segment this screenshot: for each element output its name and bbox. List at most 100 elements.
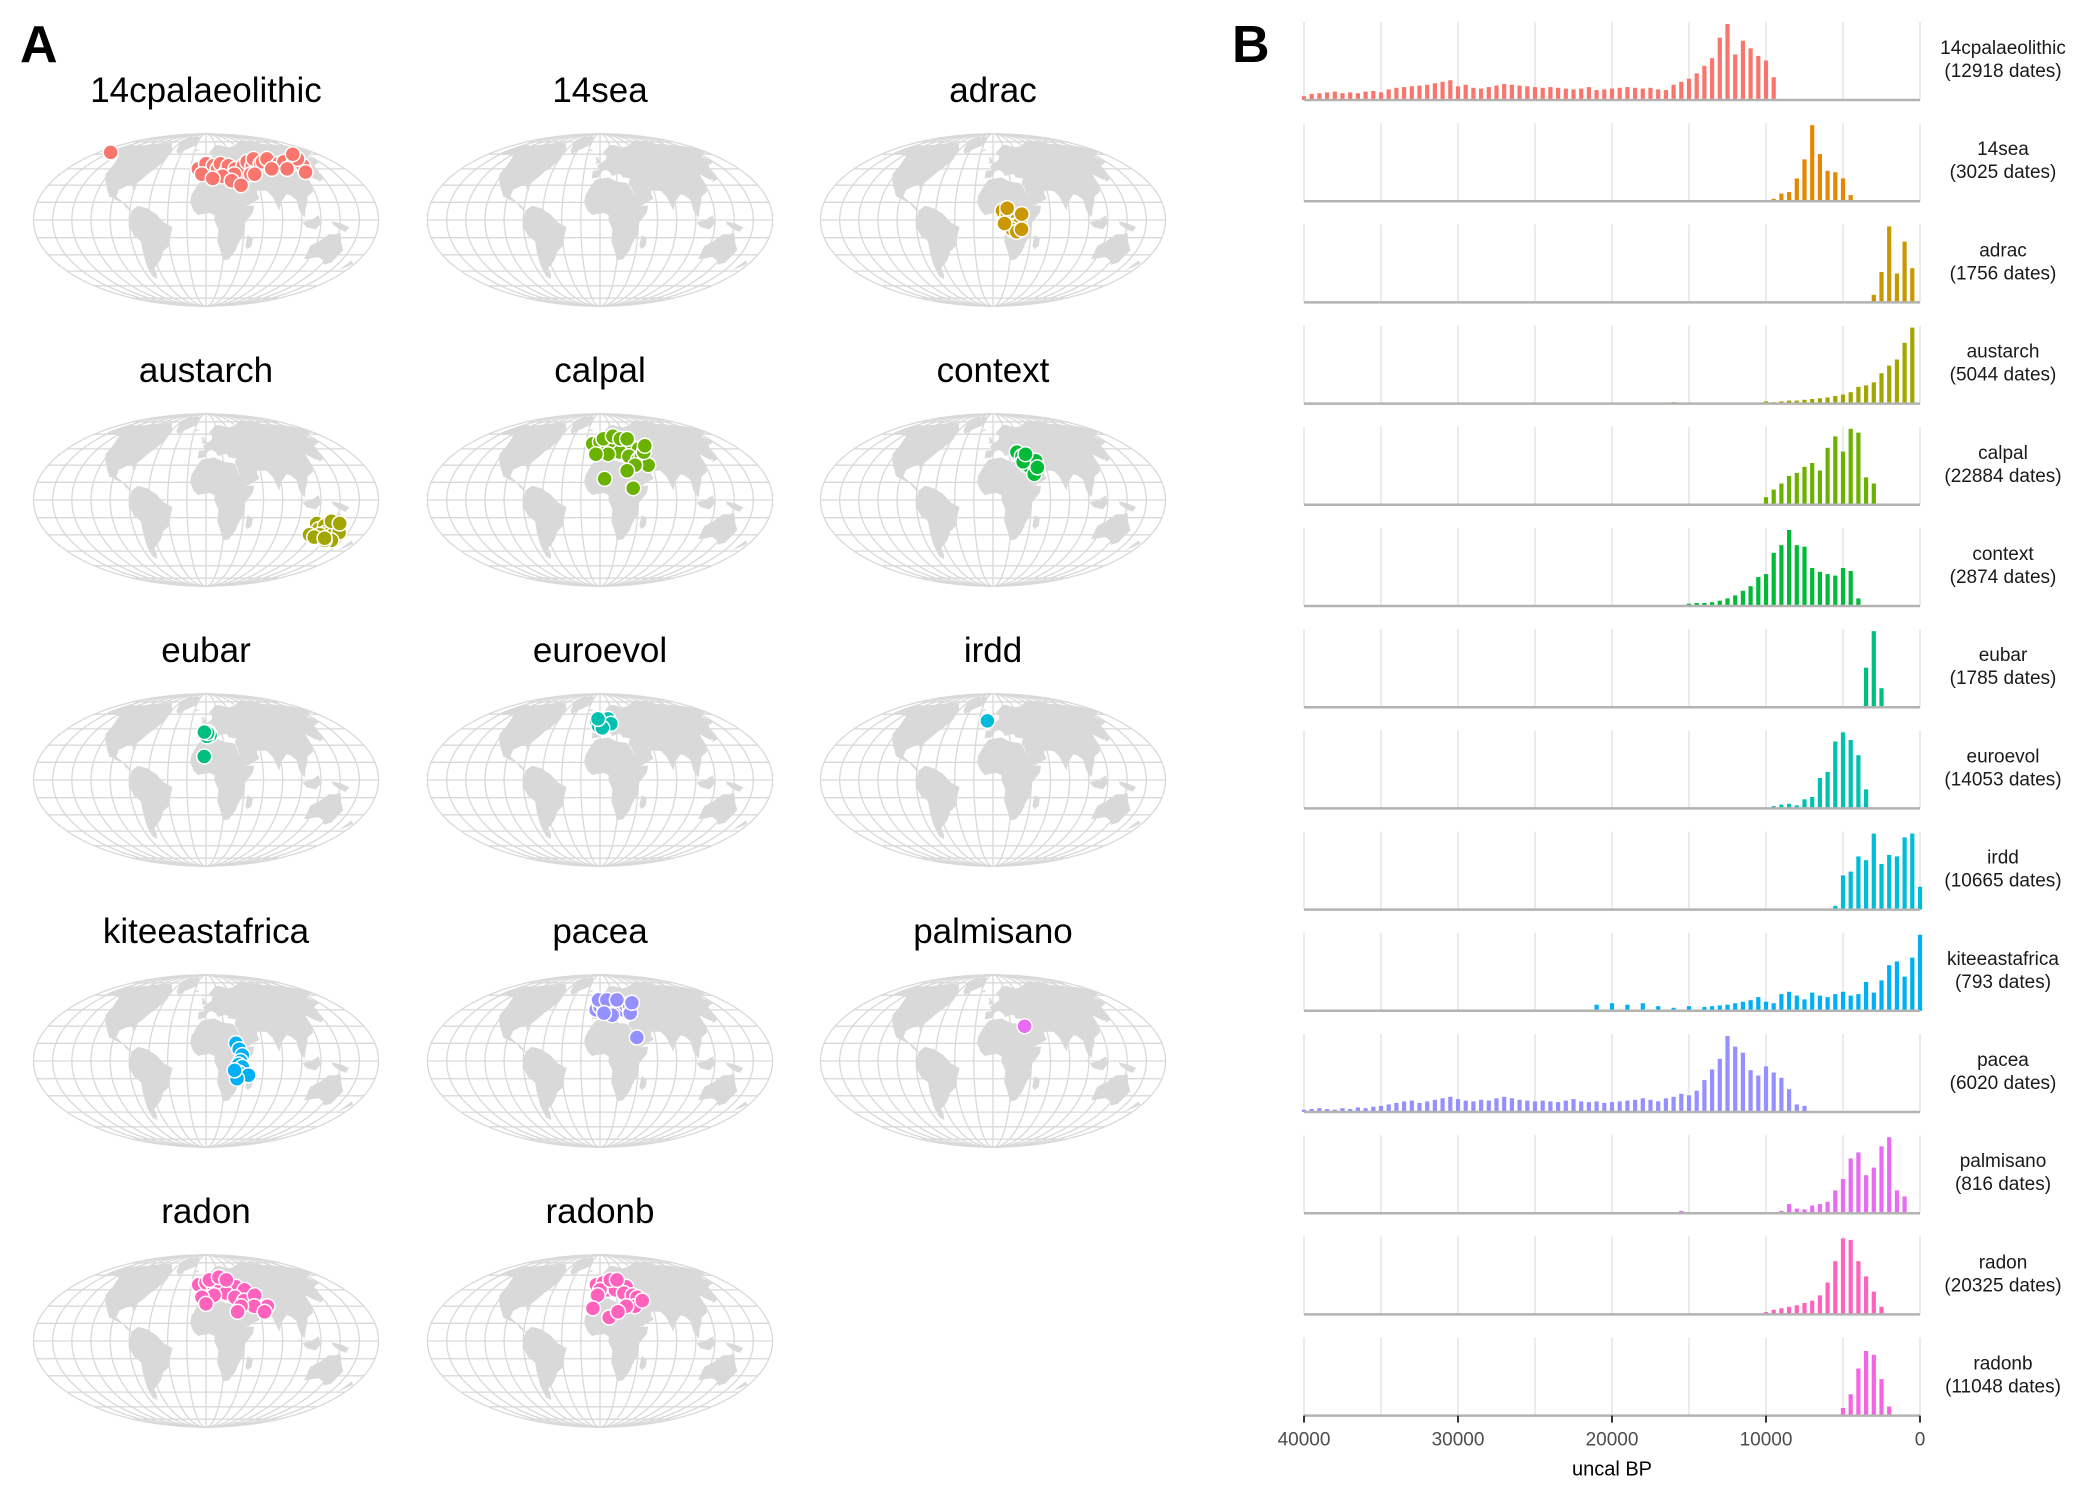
- histogram-bar: [1833, 575, 1838, 606]
- map-euroevol: euroevol: [426, 631, 774, 867]
- site-point: [1016, 1017, 1033, 1035]
- continent: [710, 730, 718, 742]
- continent: [104, 142, 173, 211]
- histogram-bar: [1355, 93, 1360, 100]
- histogram-bar: [1309, 1109, 1314, 1112]
- continent: [690, 1335, 715, 1351]
- continent: [1083, 494, 1108, 510]
- continent: [570, 1257, 594, 1276]
- continent: [316, 730, 324, 742]
- histogram-bar: [1625, 1100, 1630, 1112]
- graticule: [32, 693, 380, 867]
- histogram-bar: [1479, 88, 1484, 100]
- strip-label-name: calpal: [1978, 443, 2028, 464]
- histogram-bar: [1840, 568, 1846, 606]
- histogram-bar: [1771, 1309, 1776, 1315]
- continent: [316, 1011, 324, 1023]
- histogram-bar: [1363, 91, 1368, 100]
- site-points: [1016, 1017, 1033, 1035]
- continent: [710, 1291, 718, 1303]
- histogram-bar: [1371, 90, 1376, 100]
- histogram-bar: [1802, 1303, 1807, 1315]
- histogram-bar: [1517, 1099, 1522, 1112]
- histogram-bar: [1417, 1102, 1422, 1112]
- histogram-bar: [1840, 991, 1846, 1011]
- continent: [981, 148, 986, 152]
- histogram-bar: [1802, 799, 1807, 809]
- histogram-bar: [1686, 1095, 1692, 1112]
- histogram-eubar: eubar(1785 dates): [1303, 629, 2057, 709]
- strip-label-count: (14053 dates): [1944, 769, 2061, 790]
- histogram-bar: [1355, 1107, 1360, 1112]
- histogram-bar: [1894, 1190, 1899, 1214]
- histogram-bar: [1840, 1408, 1846, 1416]
- histogram-bar: [1871, 631, 1876, 708]
- histogram-bar: [1656, 1006, 1661, 1011]
- continent: [245, 1356, 253, 1371]
- continent: [591, 700, 715, 778]
- site-point: [195, 748, 213, 765]
- histogram-bar: [1848, 1239, 1853, 1315]
- histogram-bar: [1871, 1291, 1876, 1315]
- strip-label-count: (22884 dates): [1944, 466, 2061, 487]
- histogram-bar: [1779, 483, 1784, 505]
- continent: [963, 416, 987, 435]
- histogram-bar: [1756, 1075, 1761, 1112]
- graticule: [819, 974, 1167, 1148]
- histogram-bar: [1771, 1072, 1776, 1112]
- histogram-bar: [1856, 994, 1861, 1011]
- site-points: [584, 1271, 651, 1326]
- continent: [1118, 221, 1137, 232]
- histogram-bar: [1594, 1004, 1599, 1011]
- histogram-bar: [1702, 603, 1707, 606]
- histogram-kiteeastafrica: kiteeastafrica(793 dates): [1303, 932, 2059, 1013]
- histogram-bar: [1840, 1179, 1846, 1214]
- histogram-bar: [1810, 125, 1815, 202]
- strip-label-name: austarch: [1967, 342, 2040, 363]
- histogram-bar: [1856, 856, 1861, 910]
- continent: [915, 1046, 960, 1121]
- map-title: palmisano: [913, 912, 1073, 951]
- panel-b-histograms: 14cpalaeolithic(12918 dates) 14sea(3025 d…: [1278, 22, 2066, 1481]
- histogram-bar: [1833, 396, 1838, 404]
- site-point: [278, 160, 296, 178]
- histogram-bar: [1548, 1101, 1553, 1112]
- histogram-bar: [1402, 87, 1407, 100]
- site-points: [994, 199, 1030, 241]
- continent: [981, 708, 986, 712]
- strip-label-count: (1785 dates): [1950, 668, 2057, 689]
- site-points: [190, 1268, 276, 1321]
- histogram-bar: [1594, 90, 1599, 100]
- continent: [316, 450, 324, 462]
- histogram-bar: [1702, 65, 1707, 100]
- histogram-bar: [1856, 1368, 1861, 1416]
- histogram-bar: [1787, 192, 1792, 202]
- histogram-bar: [1710, 58, 1715, 100]
- continent: [988, 997, 995, 1005]
- histogram-bar: [1325, 92, 1330, 100]
- histogram-bar: [1563, 88, 1568, 100]
- continent: [584, 737, 649, 821]
- continent: [595, 156, 602, 164]
- histogram-bar: [1840, 1238, 1846, 1315]
- map-context: context: [819, 351, 1167, 587]
- map-title: pacea: [552, 912, 648, 951]
- continent: [727, 540, 748, 553]
- site-point: [609, 1303, 627, 1321]
- histogram-bar: [1902, 342, 1907, 404]
- histogram-bar: [1625, 1004, 1630, 1011]
- continent: [1032, 235, 1040, 250]
- continent: [176, 977, 200, 996]
- histogram-bar: [1748, 1070, 1753, 1112]
- land: [891, 696, 1141, 840]
- map-calpal: calpal: [426, 351, 774, 587]
- histogram-bar: [1348, 92, 1353, 100]
- histogram-bar: [1402, 1101, 1407, 1112]
- continent: [1032, 1076, 1040, 1091]
- site-point: [246, 165, 263, 183]
- histogram-bar: [1740, 40, 1745, 100]
- histogram-bar: [1871, 483, 1876, 505]
- histogram-bar: [1471, 87, 1476, 100]
- site-point: [636, 437, 654, 455]
- continent: [727, 1101, 748, 1114]
